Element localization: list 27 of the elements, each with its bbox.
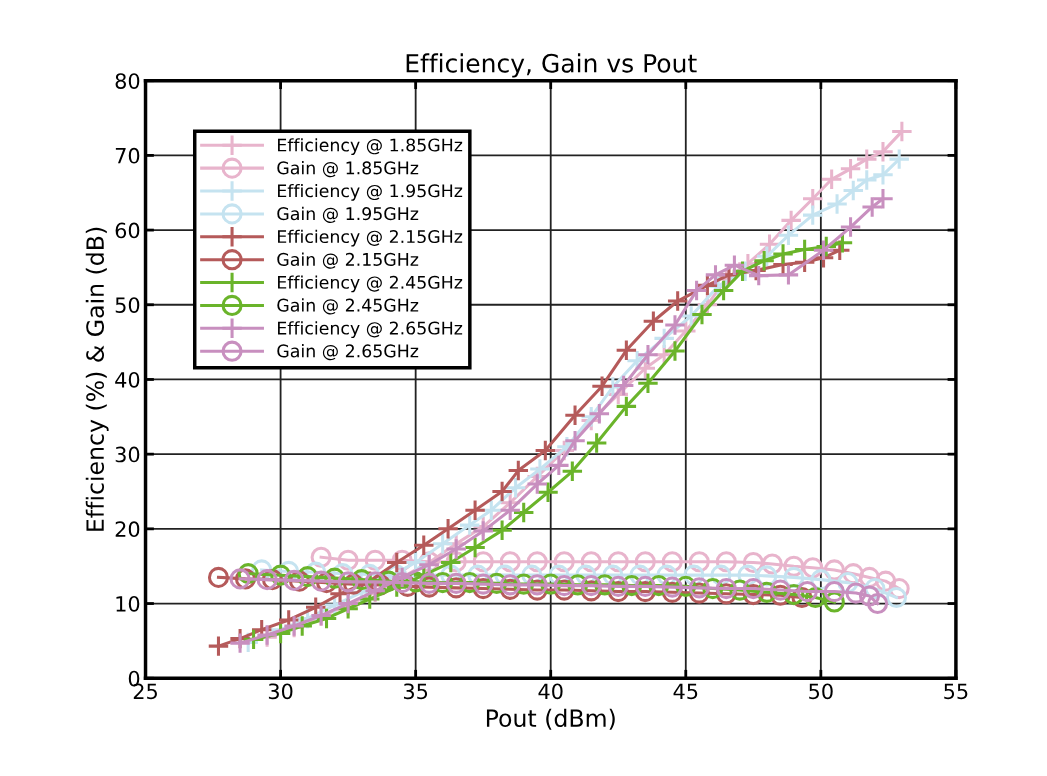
legend-label: Gain @ 2.65GHz [277,344,419,361]
y-tick-label: 60 [115,222,140,239]
legend-label: Efficiency @ 2.15GHz [278,229,463,247]
y-tick-label: 10 [116,595,140,612]
legend-label: Efficiency @ 2.45GHz [278,275,463,293]
y-tick-label: 80 [115,73,140,89]
y-tick-label: 50 [115,297,140,313]
y-tick-label: 40 [115,371,140,388]
y-tick-label: 20 [115,521,140,538]
x-tick-label: 40 [538,683,563,700]
y-axis-title: Efficiency (%) & Gain (dB) [85,227,109,531]
x-tick-label: 55 [944,683,968,700]
y-tick-label: 30 [115,446,140,463]
y-tick-label: 70 [115,147,140,164]
x-tick-label: 30 [268,683,293,700]
legend-label: Gain @ 2.45GHz [277,298,419,315]
legend-label: Efficiency @ 1.95GHz [278,183,463,201]
x-tick-label: 45 [673,683,698,700]
legend-label: Gain @ 2.15GHz [277,252,419,269]
x-axis-title: Pout (dBm) [486,708,615,730]
legend-label: Gain @ 1.85GHz [277,161,419,178]
chart-title: Efficiency, Gain vs Pout [406,53,697,78]
legend-label: Efficiency @ 2.65GHz [278,321,463,338]
x-tick-label: 50 [809,683,833,700]
legend-label: Efficiency @ 1.85GHz [278,138,463,155]
x-tick-label: 35 [403,683,428,700]
legend-label: Gain @ 1.95GHz [277,206,419,223]
